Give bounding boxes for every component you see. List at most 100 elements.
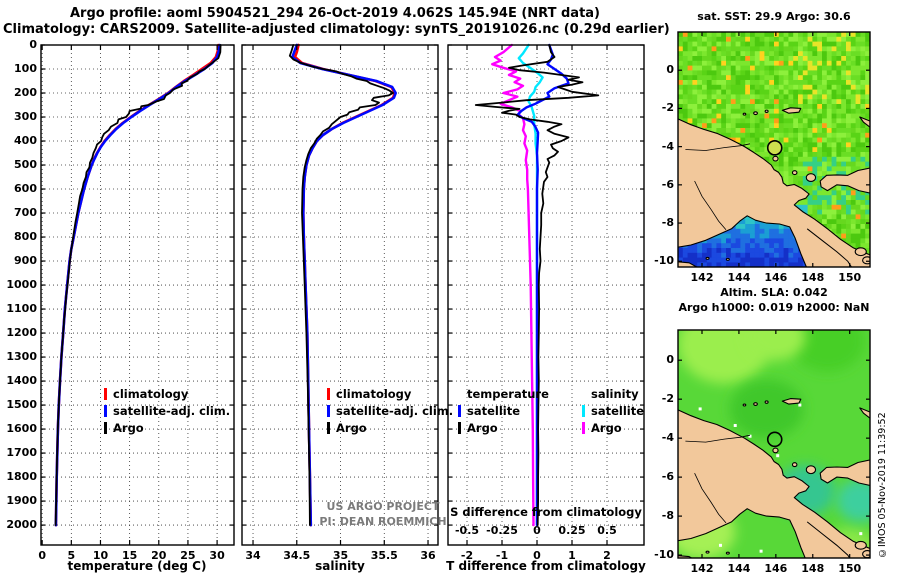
lon-tick-label: 148 [801,271,825,284]
argo-line-swatch [458,421,461,434]
satellite-line-swatch [458,404,461,417]
legend-label: satellite [591,403,645,418]
sst-map-float-marker [766,140,783,156]
legend-label: satellite [467,403,521,418]
y-tick-label: 600 [14,182,37,196]
y-tick-label: 2000 [6,518,37,532]
legend-header-salinity: salinity [582,385,644,402]
lon-tick-label: 150 [838,562,862,575]
sla-map-float-marker [766,431,783,448]
figure-title-line2: Climatology: CARS2009. Satellite-adjuste… [3,22,670,37]
lat-tick-label: -10 [654,254,674,268]
sst-map [677,31,871,268]
x-tick-label: 35 [332,549,349,562]
y-tick-label: 1100 [6,302,37,316]
sla-map-title-line2: Argo h1000: 0.019 h2000: NaN [678,301,870,314]
y-tick-label: 800 [14,230,37,244]
x-tick-label: 30 [209,549,225,562]
lon-tick-label: 146 [764,562,788,575]
y-tick-label: 1700 [6,446,37,460]
y-tick-label: 1500 [6,398,37,412]
s-tick-label: 0 [533,524,541,537]
salinity-legend: climatology satellite-adj. clim. Argo [327,385,453,436]
legend-label: satellite-adj. clim. [336,403,454,418]
legend-item-argo: Argo [327,419,453,436]
x-tick-label: 10 [92,549,109,562]
legend-item-argo: Argo [458,419,549,436]
x-tick-label: 15 [121,549,138,562]
lat-tick-label: -2 [661,101,674,115]
legend-item-satellite: satellite [458,402,549,419]
legend-label: climatology [336,386,412,401]
legend-header: salinity [591,386,639,401]
legend-label: Argo [467,420,498,435]
legend-label: satellite-adj. clim. [113,403,231,418]
lon-tick-label: 144 [727,562,751,575]
y-tick-label: 400 [14,134,37,147]
figure-title-line1: Argo profile: aoml 5904521_294 26-Oct-20… [69,6,601,21]
y-tick-label: 900 [14,254,37,268]
climatology-line-swatch [327,387,330,400]
y-tick-label: 1000 [6,278,37,292]
lat-tick-label: -10 [654,548,674,562]
x-tick-label: 0 [533,549,541,562]
x-tick-label: 34.5 [283,549,311,562]
argo-line-swatch [327,421,330,434]
legend-item-climatology: climatology [104,385,230,402]
x-tick-label: 25 [180,549,196,562]
t-difference-axis-label: T difference from climatology [446,559,646,573]
y-tick-label: 100 [14,62,37,75]
legend-header: temperature [467,386,549,401]
salinity-axis-label: salinity [315,559,365,573]
lat-tick-label: -6 [661,177,674,191]
legend-item-satellite-adj: satellite-adj. clim. [104,402,230,419]
lon-tick-label: 146 [764,271,788,284]
y-tick-label: 1400 [6,374,37,388]
legend-label: Argo [591,420,622,435]
temperature-legend: climatology satellite-adj. clim. Argo [104,385,230,436]
satellite-adj-line-swatch [327,404,330,417]
s-tick-label: 0.25 [558,524,586,537]
y-tick-label: 1900 [6,494,37,508]
x-tick-label: 36 [420,549,436,562]
legend-label: Argo [113,420,144,435]
difference-temperature-legend: temperature satellite Argo [458,385,549,436]
lon-tick-label: 144 [727,271,751,284]
legend-item-argo: Argo [582,419,644,436]
x-tick-label: 0 [38,549,46,562]
y-tick-label: 1800 [6,470,37,484]
satellite-salinity-line-swatch [582,404,585,417]
y-tick-label: 700 [14,206,37,220]
s-tick-label: 0.5 [597,524,617,537]
y-tick-label: 500 [14,158,37,172]
y-tick-label: 200 [14,86,37,99]
lon-tick-label: 150 [838,271,862,284]
legend-label: climatology [113,386,189,401]
argo-line-swatch [104,421,107,434]
project-credit-line1: US ARGO PROJECT [326,500,440,513]
sla-map-title-line1: Altim. SLA: 0.042 [720,286,828,299]
temperature-axis-label: temperature (deg C) [67,559,207,573]
difference-profile-plot [447,43,645,546]
s-difference-axis-label: S difference from climatology [450,505,642,519]
project-credit-line2: PI: DEAN ROEMMICH [319,515,447,528]
x-tick-label: 20 [151,549,167,562]
salinity-profile-plot [241,43,439,546]
lat-tick-label: -8 [661,509,674,523]
lon-tick-label: 148 [801,562,825,575]
lon-tick-label: 142 [690,271,714,284]
x-tick-label: 34 [245,549,261,562]
lat-tick-label: -8 [661,216,674,230]
x-tick-label: -1 [495,549,509,562]
lat-tick-label: -6 [661,470,674,484]
imos-timestamp-watermark: ©IMOS 05-Nov-2019 11:39:52 [877,412,888,558]
lon-tick-label: 142 [690,562,714,575]
s-tick-label: -0.25 [486,524,518,537]
legend-item-argo: Argo [104,419,230,436]
temperature-profile-plot [40,43,235,546]
x-tick-label: 1 [568,549,576,562]
climatology-line-swatch [104,387,107,400]
y-tick-label: 0 [29,38,37,51]
s-tick-label: -0.5 [454,524,480,537]
